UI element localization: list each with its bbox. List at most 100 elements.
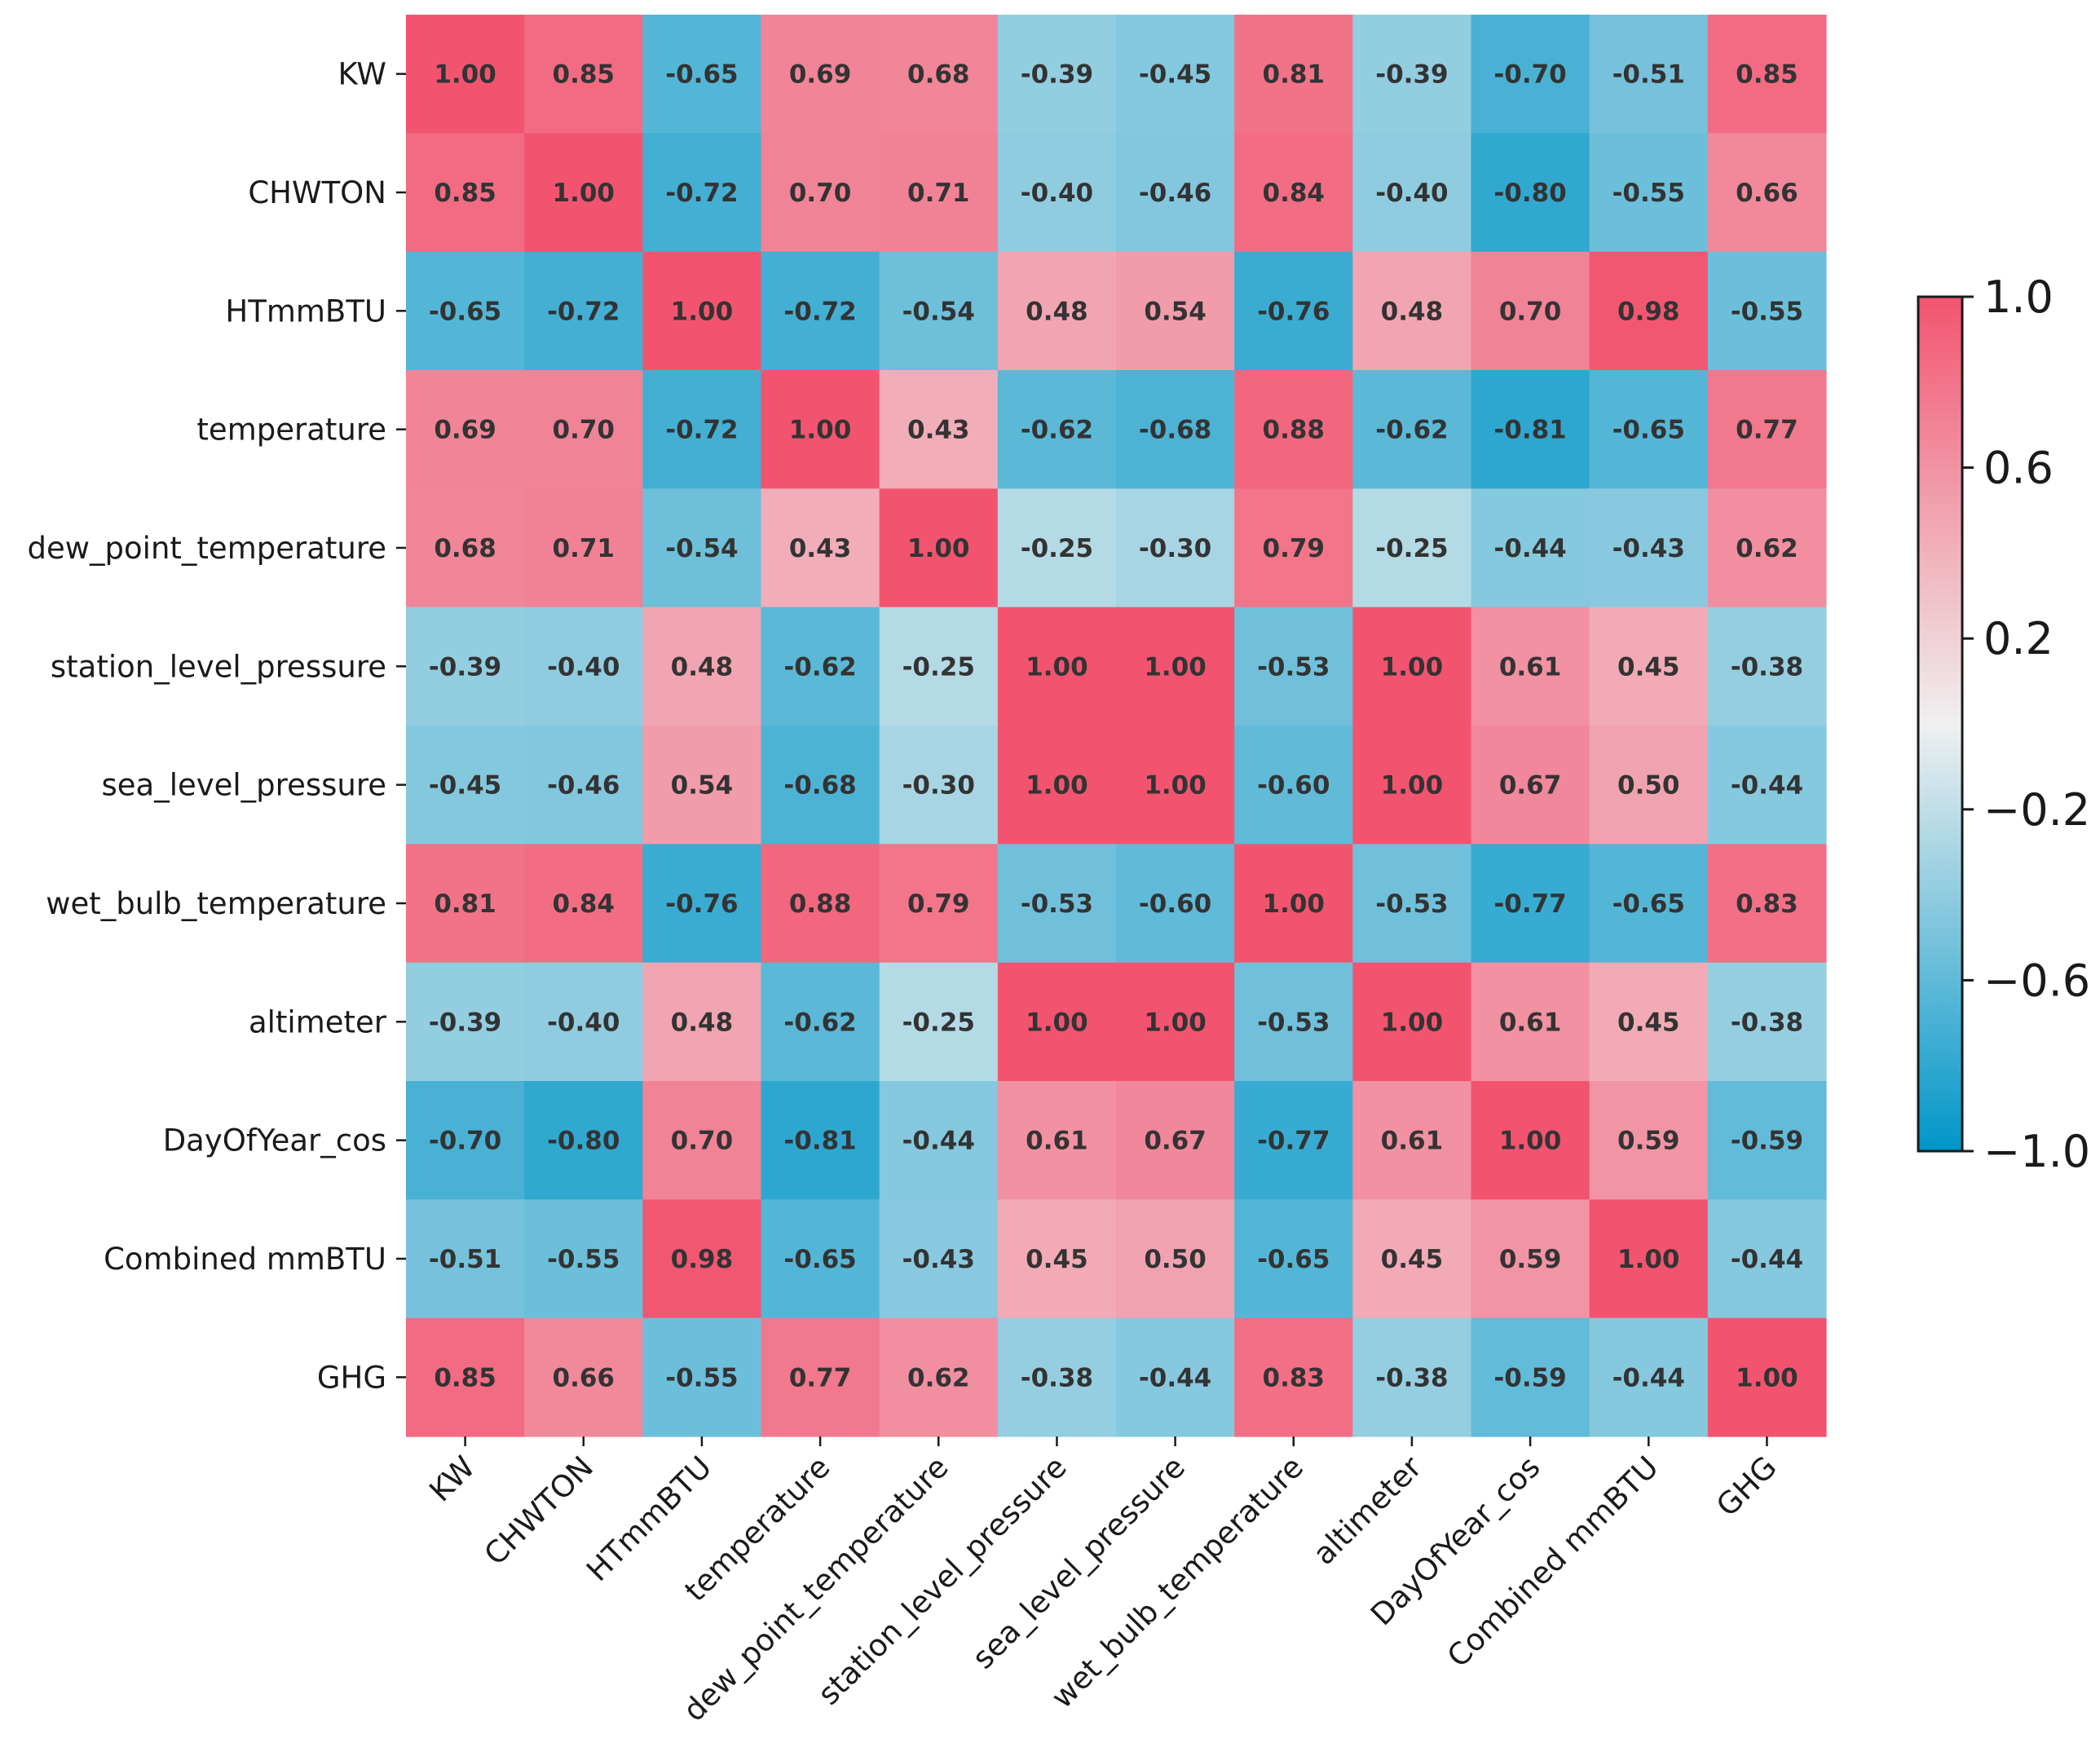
heatmap-cell (997, 488, 1117, 608)
heatmap-cell (406, 607, 525, 726)
cell-value-label: 0.85 (434, 179, 496, 208)
cell-value-label: -0.46 (1139, 179, 1211, 208)
heatmap-cell (1589, 844, 1709, 964)
cell-value-label: 0.48 (1381, 297, 1444, 326)
heatmap-cell (761, 133, 880, 253)
heatmap-cell (1707, 962, 1827, 1082)
heatmap-cell (1116, 133, 1235, 253)
cell-value-label: -0.53 (1257, 1008, 1330, 1037)
cell-value-label: -0.68 (783, 771, 856, 801)
heatmap-cell (642, 370, 762, 489)
heatmap-cell (1116, 844, 1235, 964)
heatmap-cell (761, 1317, 880, 1437)
heatmap-cell (642, 1317, 762, 1437)
heatmap-cell (997, 251, 1117, 371)
heatmap-cell (1234, 844, 1353, 964)
cell-value-label: -0.25 (902, 652, 975, 682)
heatmap-cell (406, 1081, 525, 1200)
cell-value-label: -0.43 (902, 1245, 975, 1274)
heatmap-cell (1234, 488, 1353, 608)
cell-value-label: 0.48 (671, 1008, 734, 1037)
cell-value-label: 0.61 (1499, 652, 1562, 682)
cell-value-label: 0.61 (1026, 1127, 1088, 1156)
cell-value-label: 0.81 (434, 889, 496, 919)
heatmap-cell (997, 844, 1117, 964)
heatmap-cell (997, 607, 1117, 726)
heatmap-cell (879, 1081, 999, 1200)
heatmap-cell (1116, 1081, 1235, 1200)
cell-value-label: 1.00 (1617, 1245, 1680, 1274)
heatmap-cell (1707, 1081, 1827, 1200)
y-tick-label: GHG (317, 1360, 386, 1395)
cell-value-label: 0.68 (907, 60, 970, 90)
heatmap-cell (406, 133, 525, 253)
cell-value-label: -0.44 (1731, 771, 1803, 801)
cell-value-label: -0.38 (1731, 652, 1803, 682)
cell-value-label: -0.65 (783, 1245, 856, 1274)
y-tick-label: HTmmBTU (225, 293, 386, 329)
heatmap-cell (1471, 1199, 1590, 1319)
cell-value-label: -0.39 (1021, 60, 1093, 90)
cell-value-label: -0.25 (1375, 534, 1448, 563)
heatmap-cell (1471, 962, 1590, 1082)
heatmap-cell (524, 1317, 643, 1437)
cell-value-label: -0.53 (1257, 652, 1330, 682)
cell-value-label: 1.00 (434, 60, 496, 90)
heatmap-cell (406, 488, 525, 608)
cell-value-label: -0.46 (547, 771, 620, 801)
cell-value-label: -0.44 (1612, 1363, 1685, 1392)
cell-value-label: -0.72 (783, 297, 856, 326)
cell-value-label: -0.65 (429, 297, 501, 326)
heatmap-cell (1352, 844, 1472, 964)
x-tick-label: station_level_pressure (811, 1450, 1074, 1712)
colorbar-tick-label: −1.0 (1983, 1126, 2090, 1177)
cell-value-label: 0.70 (789, 179, 852, 208)
cell-value-label: -0.55 (1731, 297, 1803, 326)
cell-value-label: -0.70 (1493, 60, 1566, 90)
cell-value-label: -0.45 (429, 771, 501, 801)
y-tick-label: temperature (196, 413, 386, 448)
cell-value-label: -0.44 (1139, 1363, 1211, 1392)
heatmap-cell (524, 1081, 643, 1200)
cell-value-label: 0.84 (1263, 179, 1326, 208)
heatmap-cell (406, 370, 525, 489)
heatmap-cell (1352, 15, 1472, 134)
y-tick-label: Combined mmBTU (104, 1242, 386, 1277)
cell-value-label: -0.76 (665, 889, 738, 919)
cell-value-label: 0.66 (1736, 179, 1798, 208)
cell-value-label: 0.45 (1381, 1245, 1444, 1274)
cell-value-label: 0.77 (1736, 416, 1798, 445)
heatmap-cell (879, 488, 999, 608)
heatmap-cell (1234, 133, 1353, 253)
heatmap-cell (642, 133, 762, 253)
cell-value-label: 1.00 (553, 179, 615, 208)
heatmap-cell (642, 726, 762, 845)
x-tick-label: wet_bulb_temperature (1044, 1450, 1310, 1715)
colorbar-gradient (1917, 295, 1964, 1153)
heatmap-cell (1589, 607, 1709, 726)
cell-value-label: -0.53 (1021, 889, 1093, 919)
cell-value-label: 1.00 (1026, 771, 1088, 801)
colorbar-tick-label: −0.6 (1983, 955, 2090, 1006)
cell-value-label: 0.85 (1736, 60, 1798, 90)
cell-value-label: -0.80 (547, 1127, 620, 1156)
cell-value-label: -0.30 (902, 771, 975, 801)
heatmap-cell (761, 1199, 880, 1319)
heatmap-cell (879, 1317, 999, 1437)
heatmap-cell (406, 15, 525, 134)
heatmap-cell (642, 844, 762, 964)
heatmap-cell (879, 844, 999, 964)
heatmap-cell (1352, 962, 1472, 1082)
cell-value-label: -0.55 (665, 1363, 738, 1392)
heatmap-cell (1116, 962, 1235, 1082)
heatmap-cell (997, 726, 1117, 845)
heatmap-cell (1234, 726, 1353, 845)
colorbar-tick-label: −0.2 (1983, 784, 2090, 836)
cell-value-label: 0.69 (789, 60, 852, 90)
heatmap-cell (1352, 251, 1472, 371)
cell-value-label: -0.59 (1731, 1127, 1803, 1156)
heatmap-cell (997, 1199, 1117, 1319)
cell-value-label: -0.44 (902, 1127, 975, 1156)
cell-value-label: -0.51 (429, 1245, 501, 1274)
heatmap-cell (1116, 1317, 1235, 1437)
